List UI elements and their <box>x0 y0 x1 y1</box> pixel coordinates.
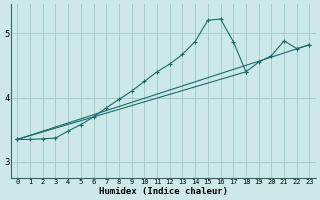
X-axis label: Humidex (Indice chaleur): Humidex (Indice chaleur) <box>99 187 228 196</box>
